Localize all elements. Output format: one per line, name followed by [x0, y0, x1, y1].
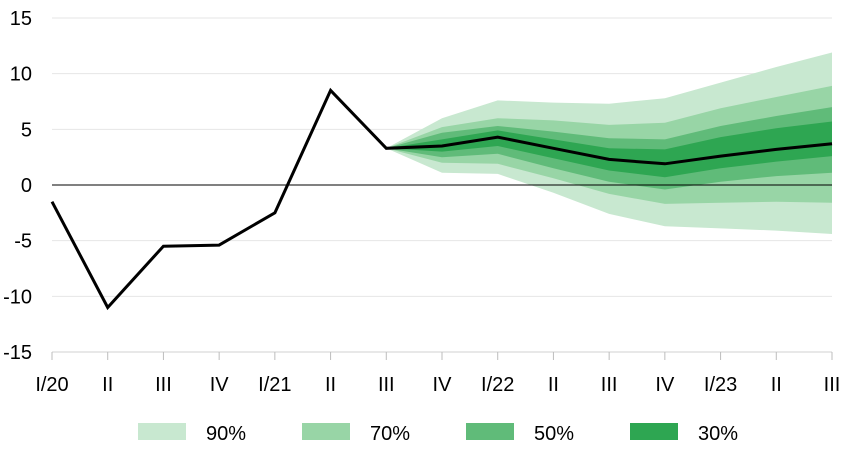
x-tick-label: III	[601, 374, 618, 396]
fan-band	[386, 121, 832, 178]
y-tick-label: -10	[3, 286, 32, 308]
legend-label: 30%	[698, 423, 738, 445]
x-tick-label: II	[771, 374, 782, 396]
x-tick-label: IV	[433, 374, 453, 396]
y-tick-labels: 15 10 5 0 -5 -10 -15	[3, 8, 32, 364]
x-tick-label: III	[378, 374, 395, 396]
fan-band	[386, 107, 832, 190]
y-tick-label: 5	[21, 119, 32, 141]
x-tick-label: II	[102, 374, 113, 396]
y-tick-label: -5	[14, 231, 32, 253]
series-line	[50, 87, 833, 311]
x-tick-label: I/22	[481, 374, 514, 396]
y-tick-label: 15	[10, 8, 32, 30]
main-line	[50, 87, 833, 311]
y-tick-label: 0	[21, 175, 32, 197]
legend-swatch	[466, 423, 514, 440]
x-tick-label: II	[325, 374, 336, 396]
x-tick-label: IV	[655, 374, 675, 396]
x-tick-label: II	[548, 374, 559, 396]
legend-label: 70%	[370, 423, 410, 445]
x-tick-label: I/20	[35, 374, 68, 396]
x-tick-label: III	[155, 374, 172, 396]
legend-label: 90%	[206, 423, 246, 445]
fan-bands	[386, 52, 832, 234]
legend-swatch	[302, 423, 350, 440]
legend: 90% 70% 50% 30%	[138, 423, 738, 445]
x-tick-label: IV	[210, 374, 230, 396]
x-tick-label: I/23	[704, 374, 737, 396]
legend-label: 50%	[534, 423, 574, 445]
legend-swatch	[630, 423, 678, 440]
y-tick-label: -15	[3, 342, 32, 364]
x-tick-label: I/21	[258, 374, 291, 396]
legend-swatch	[138, 423, 186, 440]
x-tick-labels: I/20 II III IV I/21 II III IV I/22 II III IV I/23 II I…	[35, 351, 841, 396]
y-tick-label: 10	[10, 64, 32, 86]
x-tick-label: III	[824, 374, 841, 396]
